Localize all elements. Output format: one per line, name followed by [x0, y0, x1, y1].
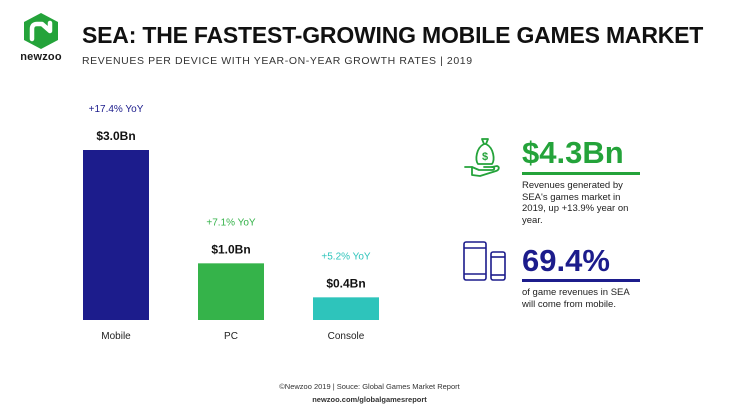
stat-divider: [522, 172, 640, 175]
stat-description-line: SEA's games market in: [522, 191, 621, 203]
category-label: Mobile: [101, 331, 131, 342]
stat-description-line: year.: [522, 214, 543, 226]
bar: [83, 150, 149, 320]
growth-label: +5.2% YoY: [321, 251, 371, 262]
page-title: SEA: THE FASTEST-GROWING MOBILE GAMES MA…: [82, 22, 704, 48]
devices-icon: [463, 241, 506, 281]
stat-description: of game revenues in SEA will come from m…: [522, 287, 642, 310]
money-bag-hand-icon: $: [464, 138, 500, 177]
newzoo-mark-icon: [24, 13, 58, 49]
stat-value: 69.4%: [522, 243, 610, 278]
category-label: Console: [328, 331, 365, 342]
value-label: $1.0Bn: [211, 242, 250, 256]
value-label: $3.0Bn: [96, 129, 135, 143]
svg-text:$: $: [482, 151, 488, 163]
stat-description-line: of game revenues in SEA: [522, 287, 630, 298]
stat-value: $4.3Bn: [522, 135, 624, 170]
stat-divider: [522, 279, 640, 282]
growth-label: +17.4% YoY: [89, 104, 144, 115]
newzoo-logo: newzoo: [18, 12, 64, 63]
stat-description-line: Revenues generated by: [522, 180, 623, 191]
logo-wordmark: newzoo: [20, 51, 62, 63]
stat-description: Revenues generated by SEA's games market…: [522, 180, 642, 226]
stat-description-line: will come from mobile.: [522, 298, 616, 310]
page-subtitle: REVENUES PER DEVICE WITH YEAR-ON-YEAR GR…: [82, 55, 473, 67]
category-label: PC: [224, 331, 238, 342]
footer-source: ©Newzoo 2019 | Souce: Global Games Marke…: [279, 382, 460, 391]
value-label: $0.4Bn: [326, 276, 365, 290]
growth-label: +7.1% YoY: [206, 217, 256, 228]
bar: [313, 297, 379, 320]
bar: [198, 263, 264, 320]
stat-description-line: 2019, up +13.9% year on: [522, 203, 629, 214]
footer-url[interactable]: newzoo.com/globalgamesreport: [312, 395, 427, 404]
